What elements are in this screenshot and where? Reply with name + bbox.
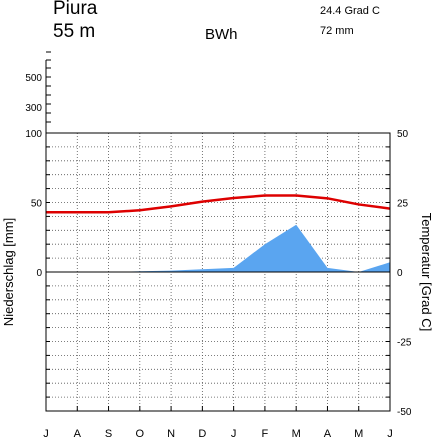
month-label: D: [198, 428, 206, 440]
left-axis-title: Niederschlag [mm]: [1, 218, 16, 326]
month-label: M: [354, 428, 363, 440]
month-label: S: [105, 428, 112, 440]
left-tick-label: 0: [36, 268, 42, 279]
month-label: O: [136, 428, 145, 440]
month-label: J: [387, 428, 393, 440]
right-tick-label: 25: [397, 199, 409, 210]
station-elevation: 55 m: [53, 21, 96, 42]
left-tick-label: 500: [25, 73, 42, 84]
climate-class: BWh: [205, 26, 238, 43]
month-label: J: [43, 428, 49, 440]
temperature-line-layer: [46, 194, 391, 214]
temperature-line: [46, 194, 391, 214]
month-label: A: [74, 428, 82, 440]
mean-temperature: 24.4 Grad C: [320, 5, 380, 17]
precip-area-layer: [46, 224, 390, 273]
left-tick-label: 100: [25, 129, 42, 140]
month-label: A: [324, 428, 332, 440]
month-label: M: [292, 428, 301, 440]
left-tick-label: 300: [25, 103, 42, 114]
right-tick-label: 0: [397, 268, 403, 279]
right-tick-label: 50: [397, 129, 409, 140]
right-tick-label: -50: [397, 407, 412, 418]
compressed-precip-scale: 300 500: [25, 51, 51, 133]
month-label: N: [167, 428, 175, 440]
month-label: F: [262, 428, 269, 440]
right-tick-label: -25: [397, 338, 412, 349]
precip-area: [46, 224, 390, 272]
station-name: Piura: [53, 0, 98, 19]
right-axis-title: Temperatur [Grad C]: [419, 213, 433, 332]
annual-precipitation: 72 mm: [320, 25, 354, 37]
left-tick-label: 50: [31, 199, 43, 210]
axis-labels-layer: 0 50 100 50 25 0 -25 -50 J A S O N D J F M A M J Niederschla…: [1, 129, 433, 440]
plot-frame: [45, 132, 391, 412]
month-label: J: [231, 428, 237, 440]
